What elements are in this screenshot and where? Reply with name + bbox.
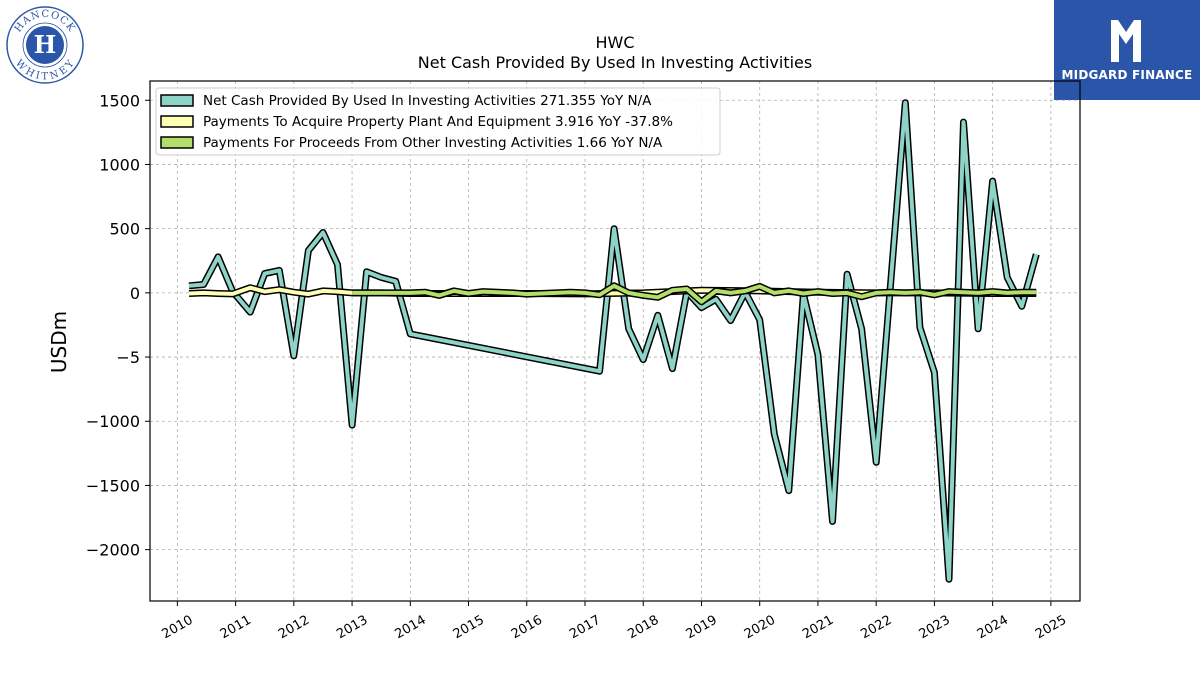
series-line-1 bbox=[188, 100, 1039, 582]
x-tick-label: 2010 bbox=[160, 613, 196, 643]
x-tick-label: 2025 bbox=[1033, 613, 1069, 643]
x-tick-label: 2024 bbox=[975, 613, 1011, 643]
x-tick-label: 2014 bbox=[392, 613, 428, 643]
legend-box bbox=[155, 87, 721, 156]
x-tick-label: 2017 bbox=[567, 613, 603, 643]
hancock-whitney-logo: HANCOCK WHITNEY H bbox=[4, 4, 86, 86]
x-tick-label: 2020 bbox=[742, 613, 778, 643]
legend-swatch bbox=[160, 94, 194, 107]
x-tick-label: 2018 bbox=[625, 613, 661, 643]
legend-swatch bbox=[160, 115, 194, 128]
legend-label: Payments To Acquire Property Plant And E… bbox=[203, 114, 673, 130]
plot-frame bbox=[149, 80, 1081, 602]
x-tick-label: 2013 bbox=[334, 613, 370, 643]
x-tick-label: 2016 bbox=[509, 613, 545, 643]
y-tick-label: −2000 bbox=[86, 541, 140, 560]
x-tick-label: 2012 bbox=[276, 613, 312, 643]
midgard-finance-name: MIDGARD FINANCE bbox=[1061, 68, 1193, 82]
legend-label: Payments For Proceeds From Other Investi… bbox=[203, 135, 663, 151]
y-tick-label: 0 bbox=[130, 284, 140, 303]
legend-label: Net Cash Provided By Used In Investing A… bbox=[203, 93, 652, 109]
y-tick-label: −5 bbox=[116, 348, 140, 367]
y-tick-label: 1000 bbox=[99, 155, 140, 174]
x-tick-label: 2022 bbox=[858, 613, 894, 643]
x-tick-label: 2015 bbox=[451, 613, 487, 643]
y-tick-label: −1500 bbox=[86, 476, 140, 495]
x-tick-label: 2011 bbox=[218, 613, 254, 643]
x-tick-label: 2019 bbox=[684, 613, 720, 643]
chart-subtitle: Net Cash Provided By Used In Investing A… bbox=[418, 53, 812, 72]
y-tick-label: 1500 bbox=[99, 91, 140, 110]
y-tick-label: 500 bbox=[109, 220, 140, 239]
svg-text:H: H bbox=[34, 30, 57, 59]
legend-swatch bbox=[160, 136, 194, 149]
midgard-mark-icon bbox=[1111, 20, 1141, 62]
chart-title: HWC bbox=[595, 33, 634, 52]
y-axis-label: USDm bbox=[47, 311, 71, 373]
hancock-whitney-h-icon: H bbox=[26, 26, 64, 64]
series-line-3 bbox=[352, 283, 1037, 304]
x-tick-label: 2023 bbox=[917, 613, 953, 643]
y-tick-label: −1000 bbox=[86, 412, 140, 431]
x-tick-label: 2021 bbox=[800, 613, 836, 643]
midgard-finance-logo: MIDGARD FINANCE bbox=[1054, 0, 1200, 100]
